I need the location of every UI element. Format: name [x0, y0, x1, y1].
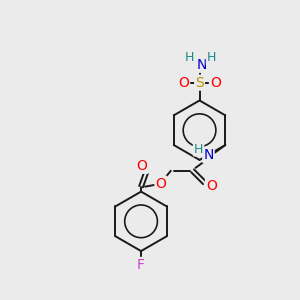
Text: O: O [136, 159, 148, 173]
Text: N: N [203, 148, 214, 162]
Text: O: O [155, 177, 166, 191]
Text: H: H [207, 51, 216, 64]
Text: F: F [137, 258, 145, 272]
Text: O: O [178, 76, 189, 90]
Text: O: O [210, 76, 221, 90]
Text: H: H [185, 51, 194, 64]
Text: S: S [195, 76, 204, 90]
Text: O: O [206, 179, 217, 193]
Text: H: H [194, 142, 203, 155]
Text: N: N [196, 58, 207, 72]
